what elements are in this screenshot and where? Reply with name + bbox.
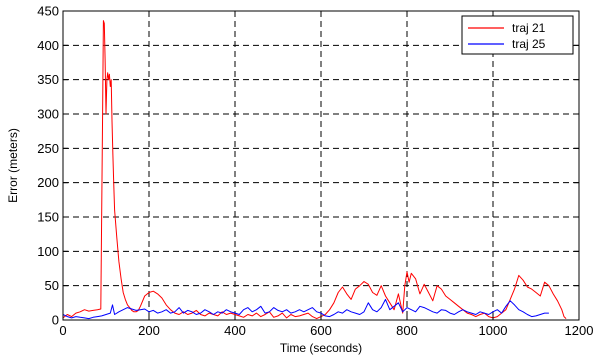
axis-ticks: 0 200 400 600 800 1000 1200 0 50 100 150 200 250 300 3…: [37, 4, 593, 339]
legend-label-traj-21: traj 21: [512, 21, 546, 35]
y-tick-label: 200: [37, 175, 59, 190]
x-tick-label: 0: [59, 323, 66, 338]
legend-label-traj-25: traj 25: [512, 37, 546, 51]
series-lines: [62, 20, 567, 320]
legend: traj 21 traj 25: [461, 15, 574, 55]
series-line-traj-21: [62, 20, 567, 320]
legend-box: [461, 15, 574, 55]
x-tick-label: 400: [224, 323, 246, 338]
x-tick-label: 1000: [479, 323, 508, 338]
y-tick-label: 300: [37, 107, 59, 122]
series-line-traj-25: [62, 298, 549, 320]
x-tick-label: 600: [310, 323, 332, 338]
x-tick-label: 200: [138, 323, 160, 338]
y-tick-label: 250: [37, 141, 59, 156]
y-tick-label: 350: [37, 72, 59, 87]
y-tick-label: 100: [37, 244, 59, 259]
grid-lines: [63, 11, 579, 320]
y-tick-label: 50: [45, 278, 59, 293]
y-tick-label: 150: [37, 210, 59, 225]
x-axis-label: Time (seconds): [280, 341, 362, 355]
x-tick-label: 1200: [565, 323, 594, 338]
y-axis-label: Error (meters): [6, 128, 20, 203]
y-tick-label: 400: [37, 38, 59, 53]
y-tick-label: 0: [52, 313, 59, 328]
y-tick-label: 450: [37, 4, 59, 19]
x-tick-label: 800: [396, 323, 418, 338]
